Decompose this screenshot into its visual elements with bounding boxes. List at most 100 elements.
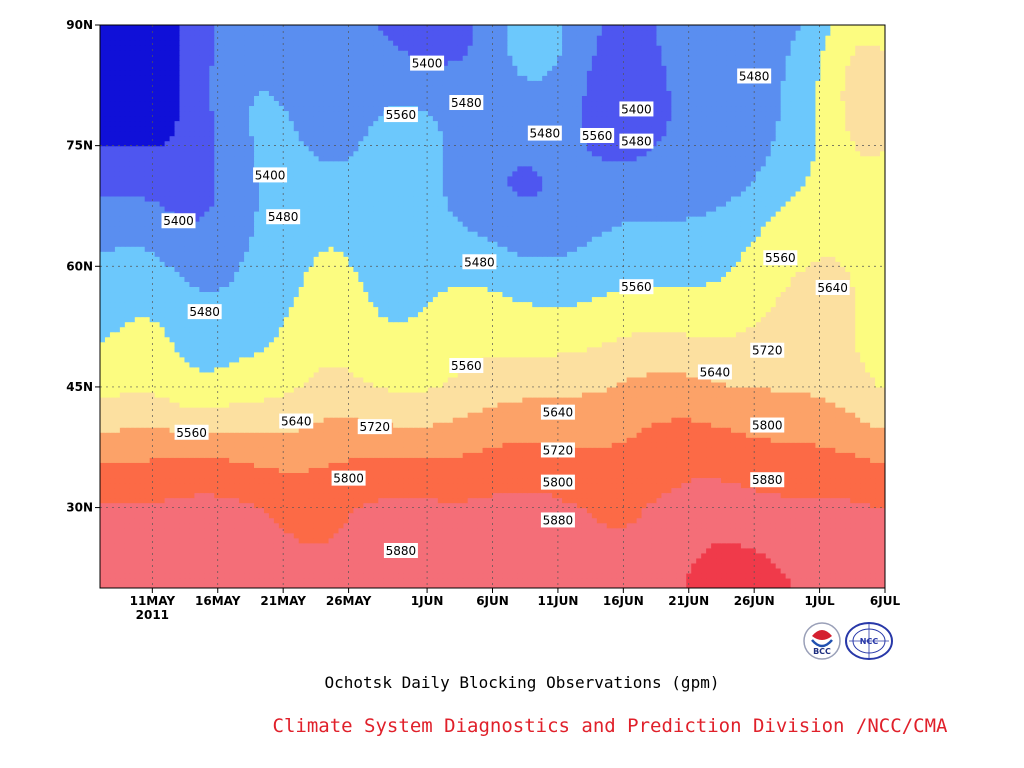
contour-cell [790,567,797,574]
contour-cell [507,482,513,489]
contour-cell [875,502,881,509]
contour-cell [631,467,638,473]
contour-cell [512,462,518,468]
contour-cell [760,437,767,443]
contour-cell [870,517,876,524]
contour-cell [472,437,479,443]
contour-cell [169,532,176,539]
contour-cell [492,557,499,564]
contour-cell [537,517,543,524]
contour-cell [875,572,881,579]
contour-cell [542,497,548,504]
contour-cell [636,582,643,588]
contour-cell [258,467,265,473]
contour-cell [422,467,429,473]
contour-cell [263,477,270,484]
contour-cell [487,562,494,569]
contour-cell [393,502,399,509]
contour-cell [328,582,335,588]
contour-cell [780,572,787,579]
contour-cell [169,477,176,484]
contour-cell [373,497,379,504]
contour-cell [472,527,479,534]
contour-cell [417,507,424,514]
contour-cell [303,567,310,574]
contour-cell [795,477,802,484]
contour-cell [239,522,245,529]
contour-cell [273,542,280,549]
contour-cell [676,497,682,504]
contour-cell [750,577,757,584]
contour-cell [611,537,618,544]
contour-cell [109,457,116,463]
contour-cell [194,437,200,443]
contour-cell [254,447,260,453]
contour-cell [626,437,633,443]
contour-cell [283,542,290,549]
contour-cell [328,492,335,499]
contour-cell [422,457,429,463]
contour-cell [586,542,593,549]
contour-cell [512,477,518,484]
contour-cell [696,507,702,514]
contour-cell [109,512,116,519]
contour-cell [641,502,648,509]
contour-cell [711,447,717,453]
contour-cell [830,437,836,443]
contour-cell [671,457,677,463]
contour-cell [571,572,578,579]
contour-cell [323,517,330,524]
contour-cell [596,542,603,549]
contour-cell [189,457,195,463]
contour-cell [328,532,335,539]
contour-cell [258,472,265,479]
contour-cell [830,542,836,549]
contour-cell [507,477,513,484]
contour-cell [234,452,240,458]
contour-cell [815,462,822,468]
contour-cell [462,477,469,484]
contour-cell [268,487,275,494]
contour-cell [124,452,131,458]
contour-cell [656,557,663,564]
contour-cell [815,492,822,499]
contour-cell [229,452,235,458]
contour-cell [840,512,846,519]
contour-cell [472,557,479,564]
contour-cell [820,447,826,453]
contour-cell [755,577,762,584]
contour-cell [706,532,712,539]
contour-cell [606,507,613,514]
contour-cell [184,472,191,479]
contour-cell [278,477,285,484]
contour-cell [447,447,454,453]
contour-cell [184,477,191,484]
contour-cell [258,447,265,453]
contour-cell [373,557,379,564]
contour-cell [780,512,787,519]
contour-cell [537,437,543,443]
contour-cell [403,537,409,544]
contour-cell [159,572,166,579]
contour-cell [512,577,518,584]
contour-cell [691,447,697,453]
contour-cell [641,467,648,473]
contour-cell [735,467,742,473]
contour-cell [492,432,499,438]
contour-cell [398,482,404,489]
contour-cell [487,427,494,433]
contour-cell [194,552,200,559]
contour-cell [611,572,618,579]
contour-cell [144,572,151,579]
contour-cell [571,552,578,559]
contour-cell [194,487,200,494]
contour-cell [512,527,518,534]
contour-cell [368,557,374,564]
contour-cell [716,522,722,529]
contour-cell [254,522,260,529]
contour-cell [621,522,628,529]
contour-cell [134,527,141,534]
contour-cell [656,552,663,559]
contour-cell [770,572,777,579]
contour-cell [124,537,131,544]
